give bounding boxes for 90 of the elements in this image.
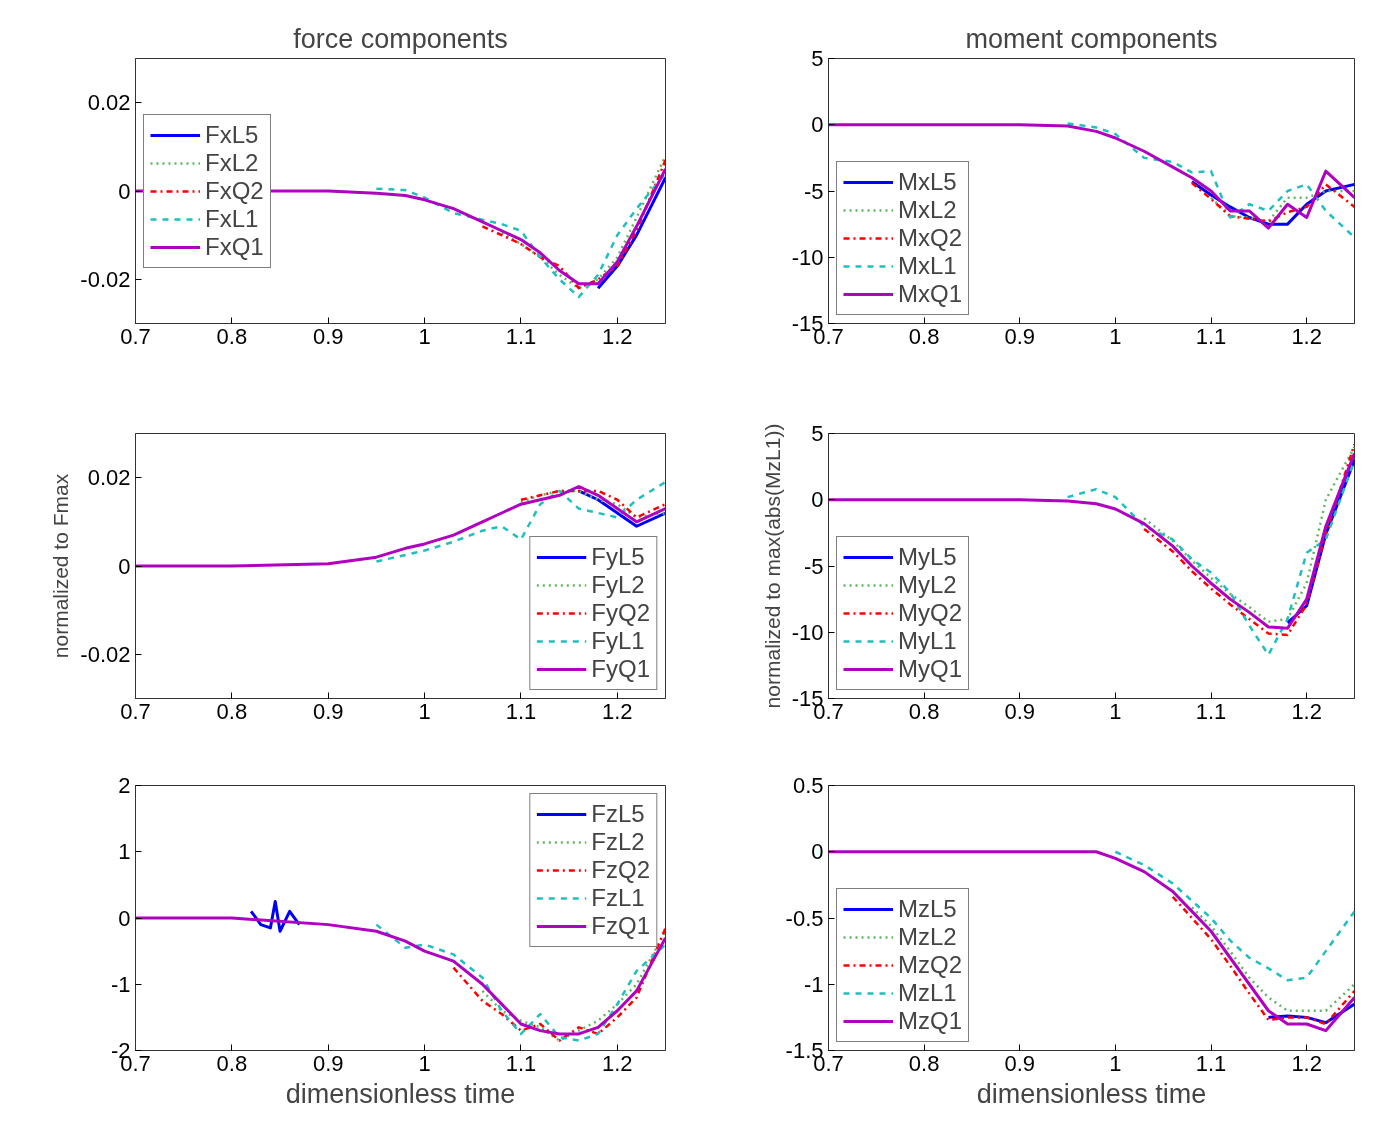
x-tick-label: 1.1 (1195, 323, 1227, 349)
legend-label: MyQ2 (898, 599, 963, 627)
x-tick-label: 1.2 (602, 323, 633, 349)
legend-label: FzL5 (591, 800, 645, 828)
legend-label: MyL2 (898, 571, 957, 599)
x-tick-label: 1 (418, 323, 431, 349)
y-tick-label: -5 (803, 553, 824, 579)
x-tick-label: 0.8 (908, 1050, 940, 1076)
y-tick-label: 0.02 (87, 90, 131, 116)
legend-label: FzQ2 (591, 856, 650, 884)
y-tick-label: -5 (803, 178, 824, 204)
y-tick-label: 0 (811, 487, 824, 513)
x-tick-label: 0.7 (120, 698, 151, 724)
legend-label: MxQ1 (898, 280, 963, 308)
x-tick-label: 0.9 (1004, 698, 1036, 724)
y-tick-label: -0.5 (785, 905, 824, 931)
x-tick-label: 0.8 (216, 323, 248, 349)
y-tick-label: 2 (118, 773, 131, 798)
y-tick-label: 0 (811, 112, 824, 138)
legend-label: FyQ2 (591, 599, 650, 627)
legend-label: MzQ2 (898, 951, 963, 979)
x-tick-label: 0.8 (216, 698, 248, 724)
y-tick-label: -1 (110, 971, 131, 997)
x-tick-label: 1.2 (1291, 1050, 1322, 1076)
legend-label: FzL2 (591, 828, 645, 856)
y-tick-label: -10 (791, 619, 824, 645)
chart-title: force components (293, 23, 508, 54)
x-tick-label: 1.1 (505, 1050, 537, 1076)
y-tick-label: -1 (803, 971, 824, 997)
legend-label: FyQ1 (591, 655, 650, 683)
x-tick-label: 1.1 (1195, 1050, 1227, 1076)
x-axis-title: dimensionless time (976, 1078, 1207, 1109)
y-tick-label: 5 (811, 421, 824, 446)
x-tick-label: 1.2 (1291, 323, 1322, 349)
x-tick-label: 1 (1109, 323, 1122, 349)
legend-label: MyQ1 (898, 655, 963, 683)
legend-label: MxL1 (898, 252, 957, 280)
legend-label: MzL1 (898, 979, 957, 1007)
legend-label: FzL1 (591, 884, 645, 912)
x-tick-label: 0.8 (908, 698, 940, 724)
legend-label: FyL2 (591, 571, 645, 599)
x-tick-label: 1.1 (1195, 698, 1227, 724)
legend-label: MxL2 (898, 196, 957, 224)
chart-title: moment components (965, 23, 1218, 54)
legend-label: MxL5 (898, 168, 957, 196)
legend-label: MzL5 (898, 895, 957, 923)
legend-label: FxQ1 (205, 232, 264, 261)
y-tick-label: 0 (118, 178, 131, 204)
y-tick-label: 0 (118, 905, 131, 931)
x-tick-label: 0.7 (120, 323, 151, 349)
x-tick-label: 0.9 (1004, 323, 1036, 349)
x-tick-label: 1 (1109, 1050, 1122, 1076)
legend-label: MzL2 (898, 923, 957, 951)
legend-label: FyL1 (591, 627, 645, 655)
legend-label: FyL5 (591, 543, 645, 571)
legend-label: MzQ1 (898, 1007, 963, 1035)
y-tick-label: 0.5 (792, 773, 824, 798)
y-axis-title: normalized to max(abs(MzL1)) (760, 423, 784, 709)
y-axis-title: normalized to Fmax (49, 473, 73, 659)
x-tick-label: 1.2 (1291, 698, 1322, 724)
x-tick-label: 0.9 (312, 698, 344, 724)
legend-label: MyL5 (898, 543, 957, 571)
y-tick-label: 0 (118, 553, 131, 579)
x-tick-label: 1 (418, 698, 431, 724)
y-tick-label: 0.02 (87, 465, 131, 491)
y-tick-label: 1 (118, 839, 131, 865)
x-tick-label: 1.1 (505, 698, 537, 724)
x-tick-label: 0.8 (908, 323, 940, 349)
legend-label: FxL5 (205, 120, 259, 149)
y-tick-label: -0.02 (80, 266, 131, 292)
x-tick-label: 1.2 (602, 698, 633, 724)
y-tick-label: 5 (811, 46, 824, 71)
y-tick-label: -0.02 (80, 641, 131, 667)
x-tick-label: 0.9 (312, 323, 344, 349)
x-tick-label: 0.9 (1004, 1050, 1036, 1076)
y-tick-label: 0 (811, 839, 824, 865)
legend-label: MyL1 (898, 627, 957, 655)
legend-label: FzQ1 (591, 912, 650, 940)
x-tick-label: 1 (418, 1050, 431, 1076)
legend-label: FxQ2 (205, 176, 264, 205)
x-tick-label: 1.1 (505, 323, 537, 349)
x-tick-label: 1 (1109, 698, 1122, 724)
x-tick-label: 0.8 (216, 1050, 248, 1076)
legend-label: FxL1 (205, 204, 259, 233)
legend-label: FxL2 (205, 148, 259, 177)
legend-label: MxQ2 (898, 224, 963, 252)
x-tick-label: 1.2 (602, 1050, 633, 1076)
x-axis-title: dimensionless time (285, 1078, 516, 1109)
y-tick-label: -10 (791, 244, 824, 270)
x-tick-label: 0.9 (312, 1050, 344, 1076)
